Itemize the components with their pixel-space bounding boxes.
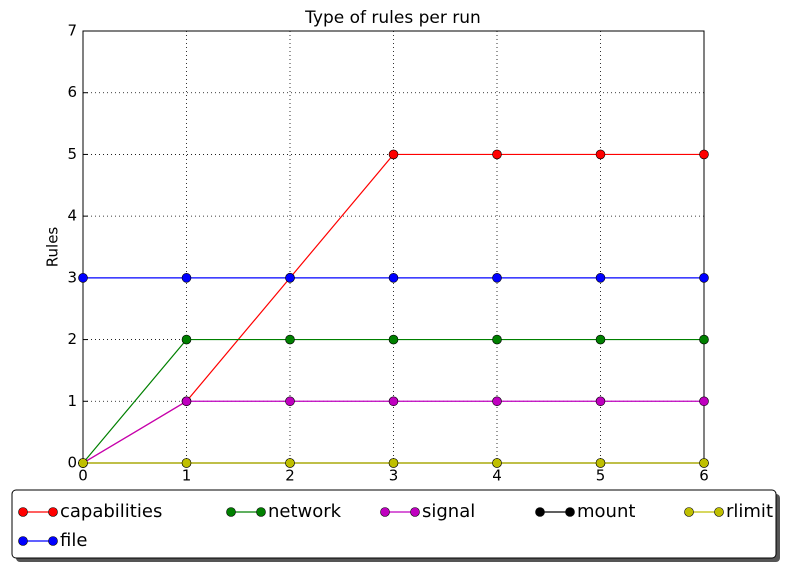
legend-box <box>11 489 777 559</box>
y-tick-label: 1 <box>67 392 77 410</box>
y-tick-label: 2 <box>67 330 77 348</box>
data-point <box>388 396 399 407</box>
data-point <box>492 396 502 407</box>
legend-marker <box>18 536 28 546</box>
data-point <box>78 273 88 283</box>
data-point <box>699 334 709 345</box>
x-tick-label: 4 <box>492 467 502 485</box>
legend-marker <box>535 507 545 517</box>
x-tick-label: 5 <box>596 467 606 485</box>
x-tick-label: 3 <box>389 467 399 485</box>
data-point <box>595 334 606 345</box>
data-point <box>388 273 399 283</box>
x-tick-label: 6 <box>699 467 709 485</box>
y-tick-label: 6 <box>67 83 77 101</box>
data-point <box>285 458 295 468</box>
legend-label: mount <box>577 501 635 522</box>
chart-title: Type of rules per run <box>304 8 481 28</box>
data-point <box>595 273 606 283</box>
data-point <box>492 149 502 160</box>
y-tick-label: 0 <box>67 454 77 472</box>
y-tick-label: 4 <box>67 207 77 225</box>
legend-marker <box>714 507 724 517</box>
legend-label: rlimit <box>726 501 773 522</box>
legend-label: signal <box>422 501 475 522</box>
data-point <box>492 334 502 345</box>
x-tick-label: 0 <box>78 467 88 485</box>
data-point <box>78 458 88 468</box>
legend-marker <box>18 507 28 517</box>
data-point <box>388 458 399 468</box>
data-point <box>699 458 709 468</box>
legend-marker <box>48 536 58 546</box>
data-point <box>699 149 709 160</box>
legend-marker <box>48 507 58 517</box>
data-point <box>181 334 192 345</box>
data-point <box>699 273 709 283</box>
legend-marker <box>226 507 236 517</box>
data-point <box>492 273 502 283</box>
data-point <box>181 458 192 468</box>
data-point <box>595 458 606 468</box>
y-tick-label: 7 <box>67 22 77 40</box>
data-point <box>285 334 295 345</box>
data-point <box>699 396 709 407</box>
legend-marker <box>684 507 694 517</box>
x-tick-label: 2 <box>285 467 295 485</box>
legend-label: network <box>268 501 342 522</box>
x-tick-label: 1 <box>182 467 192 485</box>
y-tick-label: 3 <box>67 268 77 286</box>
legend-marker <box>565 507 575 517</box>
data-point <box>388 149 399 160</box>
y-axis-label: Rules <box>44 227 62 268</box>
legend: capabilities network signal mount rlimit file <box>11 489 780 562</box>
series-line <box>82 153 704 464</box>
data-point <box>181 273 192 283</box>
data-point <box>595 396 606 407</box>
data-point <box>388 334 399 345</box>
legend-marker <box>256 507 266 517</box>
series-line <box>82 400 704 464</box>
data-point <box>492 458 502 468</box>
legend-marker <box>410 507 420 517</box>
data-point <box>181 396 192 407</box>
legend-label: capabilities <box>60 501 162 522</box>
y-tick-label: 5 <box>67 145 77 163</box>
data-point <box>285 396 295 407</box>
legend-label: file <box>60 530 87 551</box>
data-point <box>285 273 295 283</box>
data-point <box>595 149 606 160</box>
legend-marker <box>380 507 390 517</box>
